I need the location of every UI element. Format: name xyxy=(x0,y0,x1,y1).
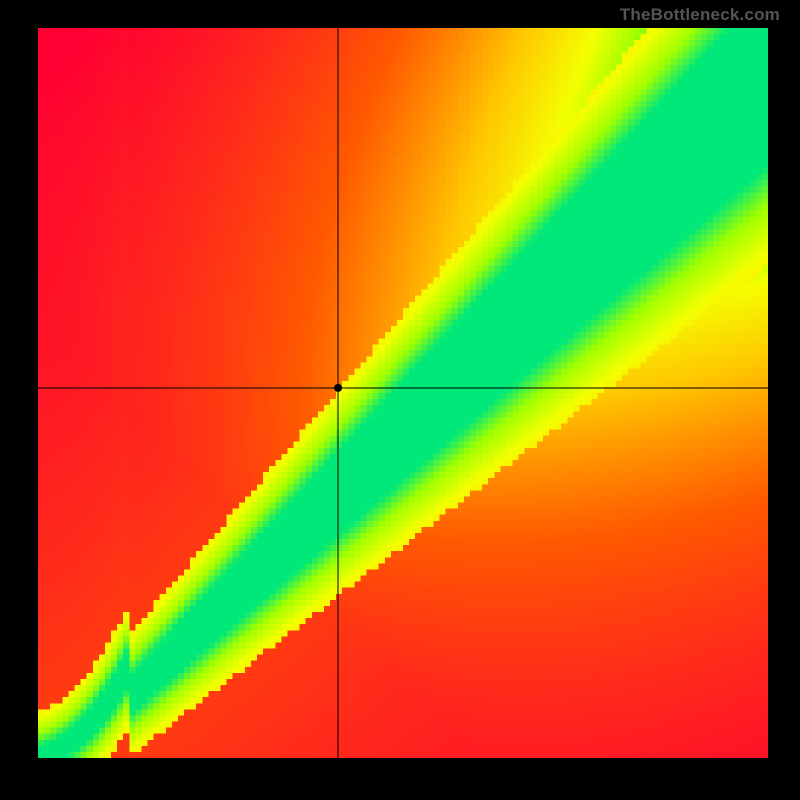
watermark-text: TheBottleneck.com xyxy=(620,5,780,25)
plot-area xyxy=(38,28,768,758)
heatmap-canvas xyxy=(38,28,768,758)
chart-container: TheBottleneck.com xyxy=(0,0,800,800)
